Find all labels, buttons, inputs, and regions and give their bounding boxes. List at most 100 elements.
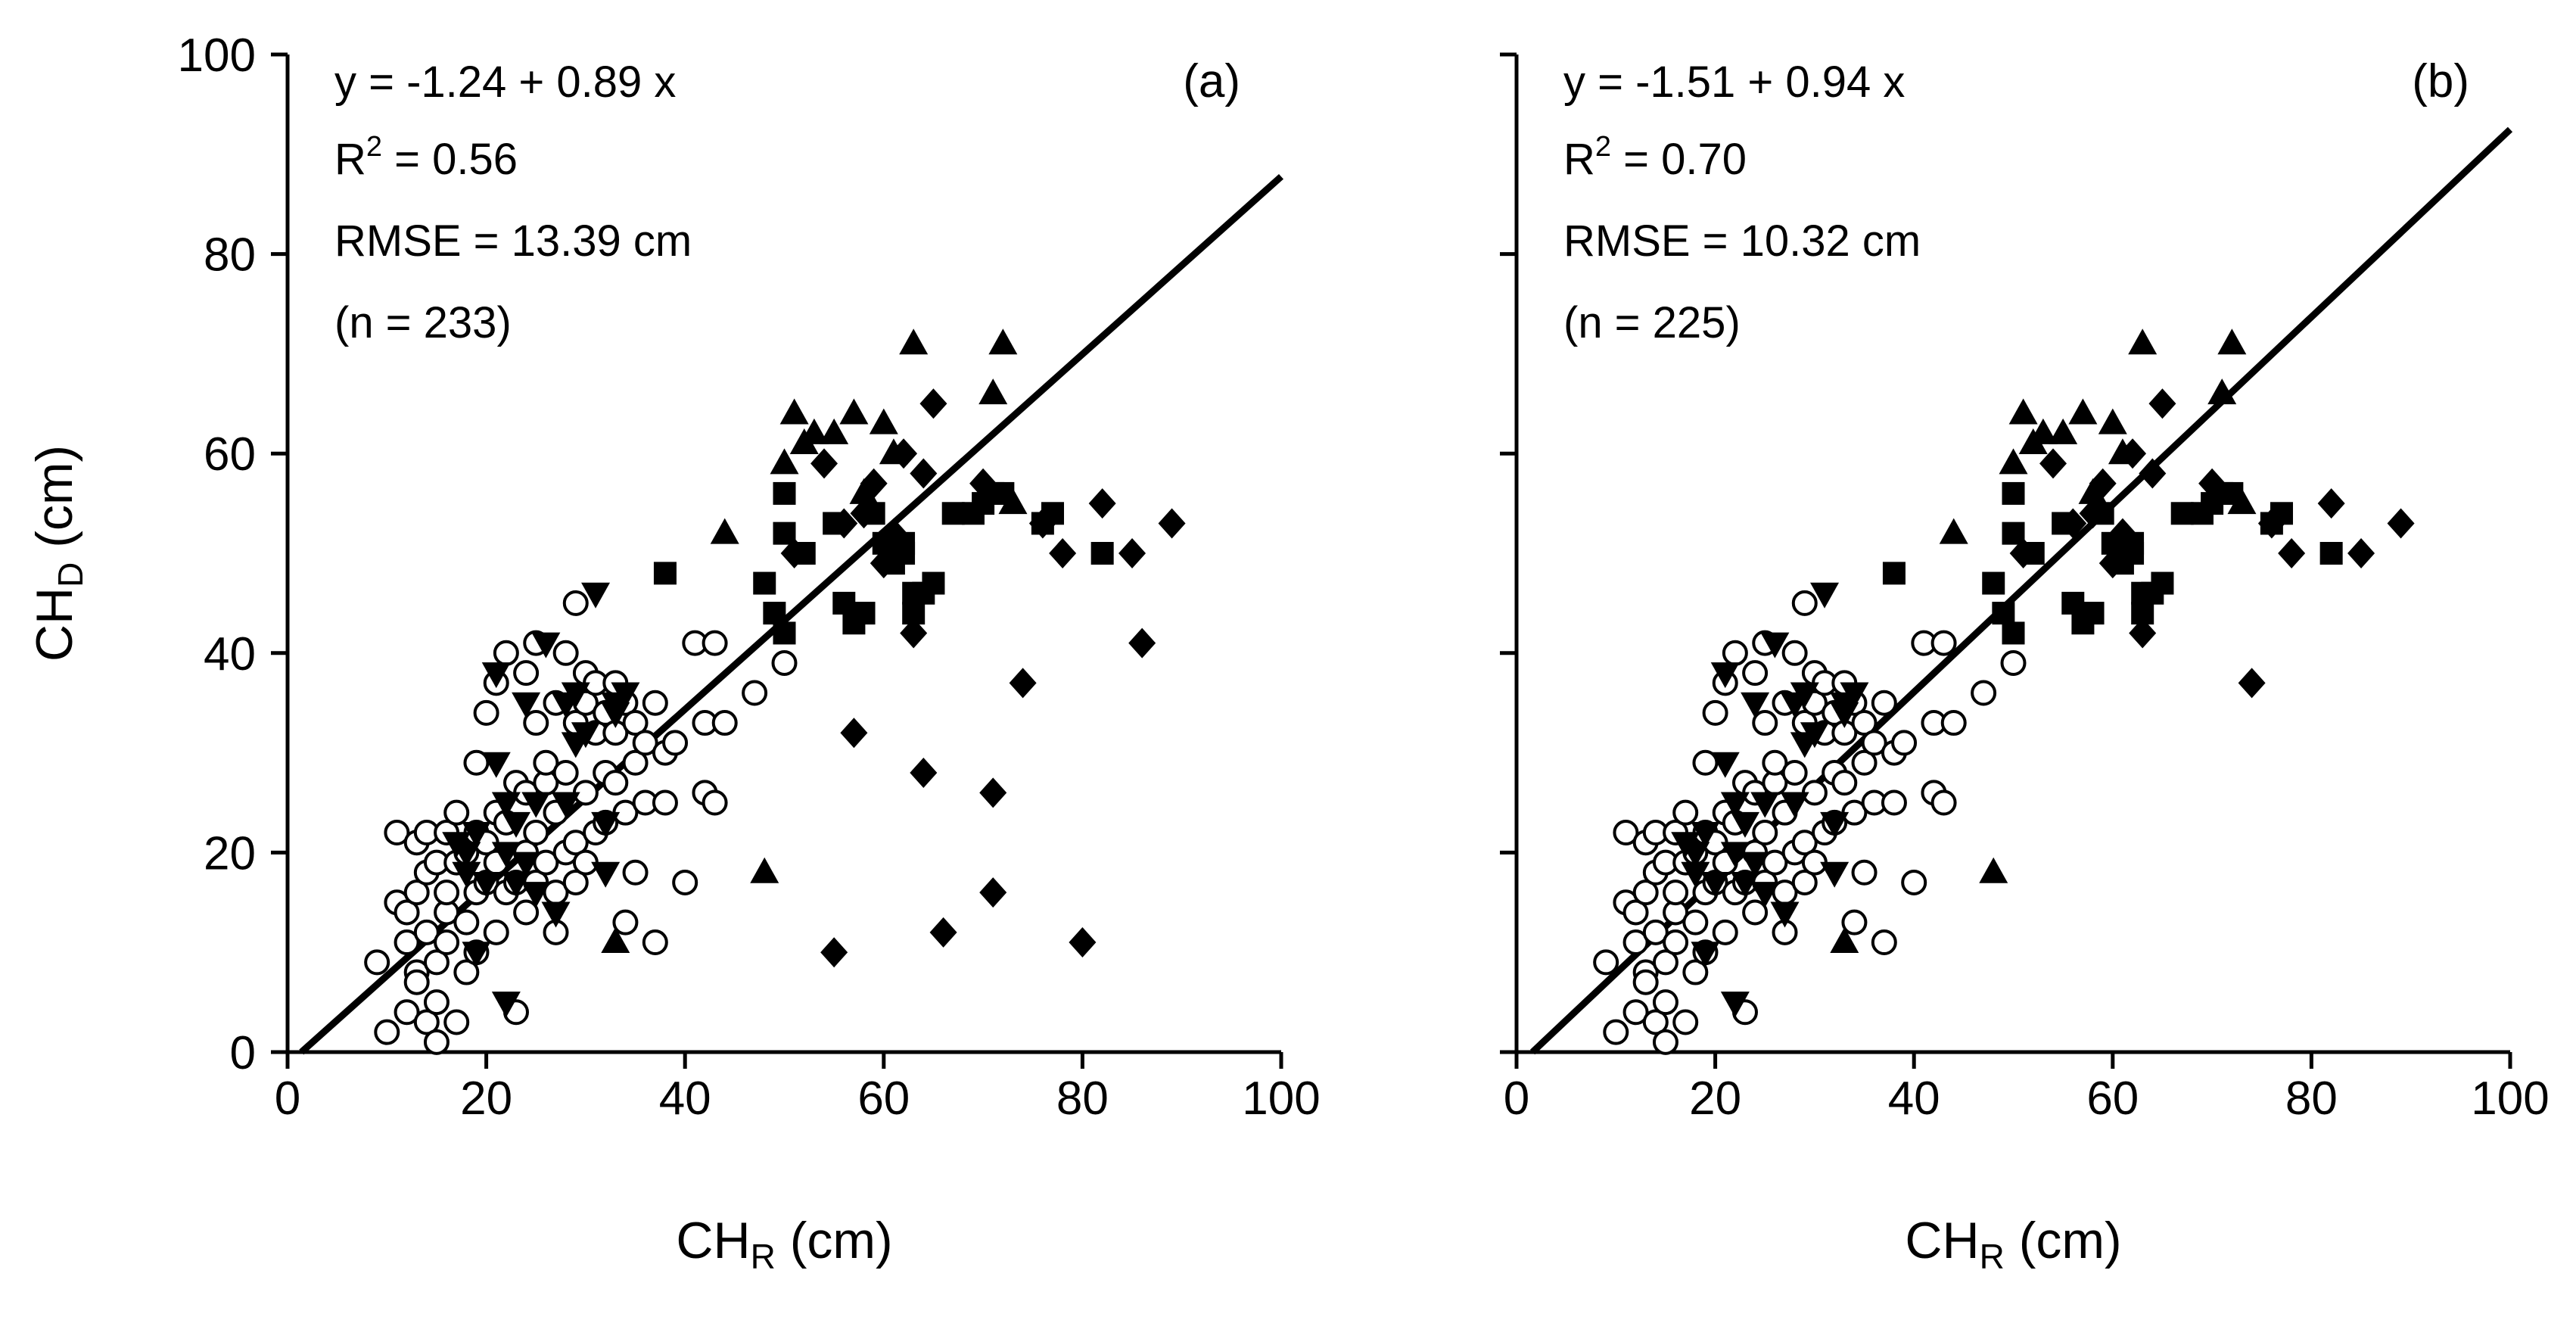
data-point [771,649,798,676]
data-point [2008,398,2038,425]
r-squared: R2 = 0.56 [334,131,518,184]
panel-label: (b) [2412,55,2469,107]
data-point [1830,927,1859,954]
data-point [2217,328,2247,355]
data-point [2108,518,2136,549]
data-point [979,877,1007,908]
data-point [483,919,509,945]
data-point [513,660,540,687]
data-point [1722,640,1748,666]
data-point [541,901,571,928]
y-tick-label: 0 [230,1027,256,1079]
data-point [434,929,460,956]
data-point [562,869,589,895]
data-point [1691,942,1720,968]
data-point [491,842,521,868]
panel-b: 0 20 40 60 80 100 CHR (cm) y = -1.51 + 0.94 x R2… [1500,52,2550,1276]
data-point [394,999,420,1026]
data-point [2009,538,2037,568]
data-point [1791,830,1818,856]
data-point [1930,789,1957,816]
series-diamonds [2009,388,2415,699]
r-squared: R2 = 0.70 [1563,131,1747,184]
data-point [1752,820,1778,846]
data-point [622,859,649,886]
data-point [662,730,689,756]
data-point [1681,861,1710,888]
data-point [1741,692,1770,718]
data-point [1730,871,1759,898]
x-tick-label: 60 [857,1073,910,1125]
data-point [1730,811,1759,838]
data-point [773,621,796,645]
data-point [622,749,649,776]
data-point [1851,749,1878,776]
y-tick-label: 20 [204,827,256,880]
data-point [1702,699,1728,726]
x-tick-label: 100 [1242,1073,1320,1125]
series-squares [653,481,1114,645]
data-point [702,789,728,816]
data-point [832,591,856,615]
data-point [1593,949,1619,976]
data-point [742,680,768,706]
data-point [481,752,511,778]
data-point [1762,849,1788,876]
data-point [384,820,410,846]
data-point [1118,538,1146,568]
data-point [1830,702,1859,728]
series-open-circles [364,590,798,1055]
y-tick-label: 60 [204,428,256,481]
data-point [900,618,928,649]
data-point [830,508,858,539]
data-point [2128,328,2158,355]
regression-line [299,173,1283,1055]
data-point [1939,518,1968,544]
data-point [2059,508,2087,539]
data-point [2098,548,2126,579]
x-tick-label: 0 [275,1073,300,1125]
data-point [2000,649,2027,676]
data-point [910,458,938,489]
data-point [2387,508,2415,539]
data-point [2081,602,2105,625]
data-point [453,959,480,985]
regression-equation: y = -1.24 + 0.89 x [334,58,676,107]
data-point [632,730,658,756]
data-point [434,880,460,906]
data-point [653,562,677,585]
x-tick-label: 100 [2471,1073,2549,1125]
data-point [601,702,630,728]
data-point [611,682,640,708]
x-tick-label: 20 [1689,1073,1741,1125]
data-point [493,640,519,666]
data-point [2061,591,2085,615]
data-point [551,792,580,818]
data-point [1681,842,1710,868]
data-point [473,699,499,726]
data-point [1028,508,1056,539]
data-point [443,1009,470,1035]
data-point [1692,749,1719,776]
data-point [1712,919,1738,945]
data-point [810,448,838,479]
data-point [561,682,590,708]
data-point [879,518,907,549]
data-point [1881,789,1907,816]
data-point [899,328,929,355]
data-point [501,811,530,838]
data-point [413,1009,440,1035]
data-point [1930,630,1957,656]
data-point [1742,899,1769,926]
data-point [1871,690,1897,716]
data-point [581,582,611,609]
data-point [1882,562,1906,585]
data-point [552,759,579,786]
data-point [2207,378,2237,405]
regression-equation: y = -1.51 + 0.94 x [1563,58,1905,107]
data-point [471,871,501,898]
series-open-circles [1593,590,2027,1055]
data-point [1158,508,1186,539]
data-point [1672,799,1699,826]
